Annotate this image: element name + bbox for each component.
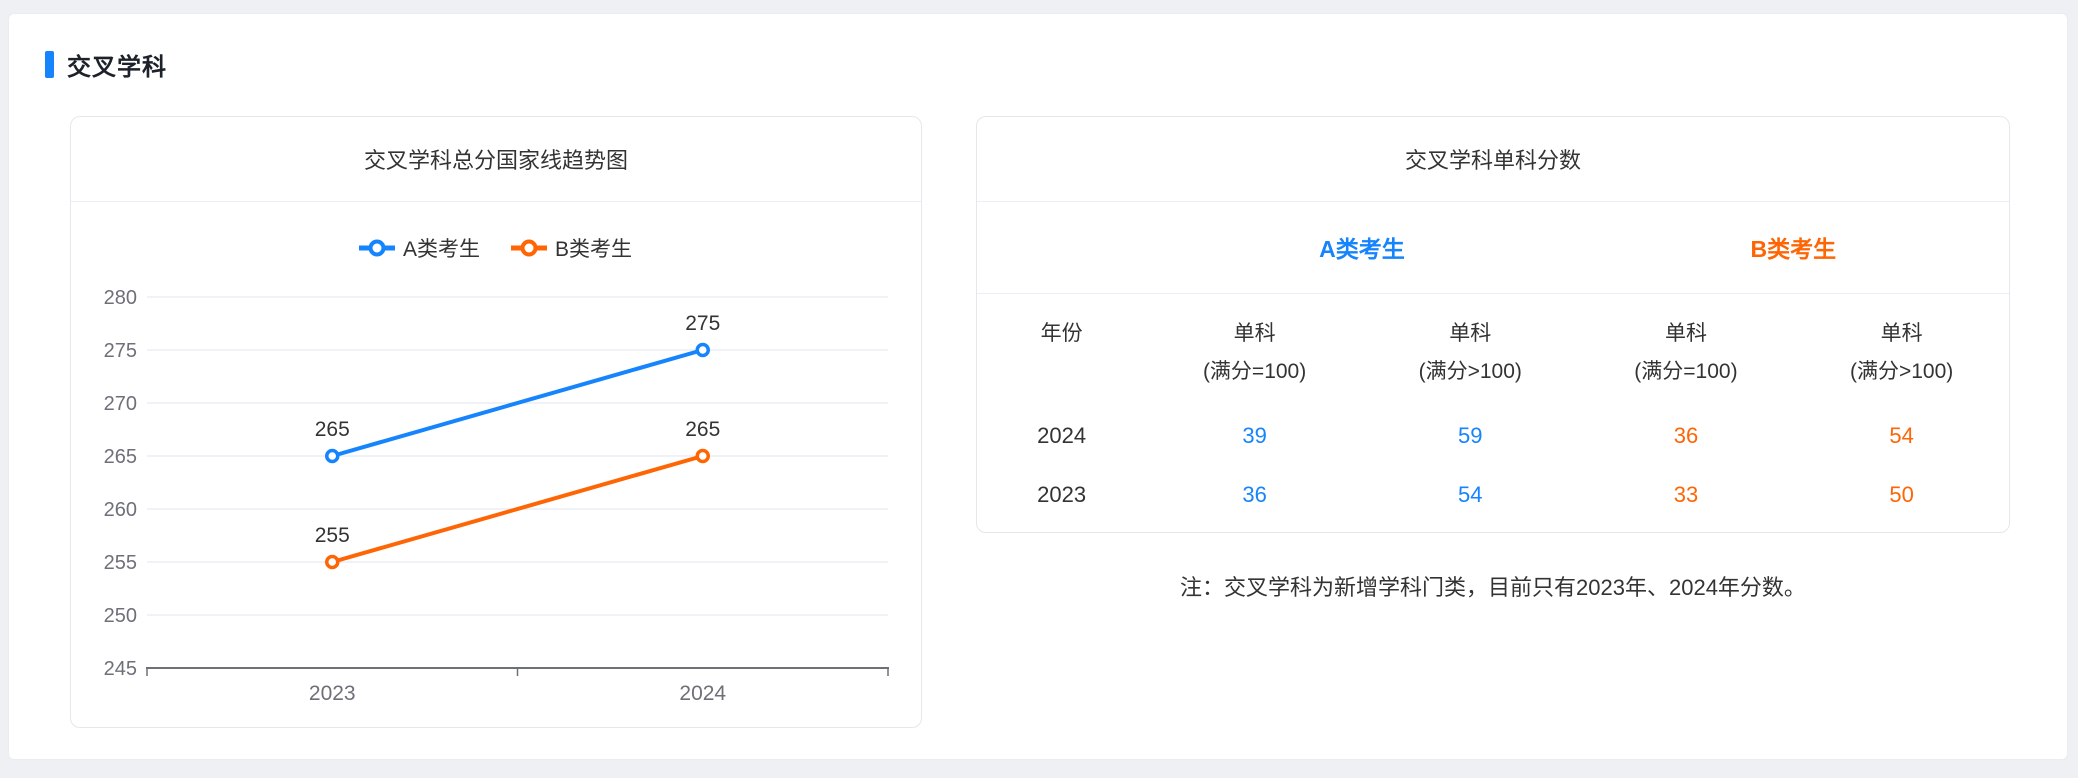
content-panel: 交叉学科 交叉学科总分国家线趋势图 A类考生 B类考生 245 250 255 260 26… xyxy=(8,13,2068,760)
group-header-spacer xyxy=(977,202,1147,294)
data-label-A类考生-2023: 265 xyxy=(315,418,350,441)
footnote: 注：交叉学科为新增学科门类，目前只有2023年、2024年分数。 xyxy=(1180,575,1806,600)
trend-chart-card: 交叉学科总分国家线趋势图 A类考生 B类考生 245 250 255 260 265 270 2… xyxy=(70,116,922,728)
data-label-B类考生-2024: 265 xyxy=(685,418,720,441)
data-point-B类考生-2024 xyxy=(695,448,710,464)
series-line-B类考生 xyxy=(330,454,705,564)
y-axis-label-280: 280 xyxy=(104,287,137,309)
legend-marker-circle-B类考生[interactable] xyxy=(520,239,538,257)
score-cell-2023-a1: 36 xyxy=(1242,481,1267,507)
score-cell-2023-a2: 54 xyxy=(1458,481,1483,507)
y-axis-label-260: 260 xyxy=(104,499,137,521)
data-label-B类考生-2023: 255 xyxy=(315,524,350,547)
y-axis-label-265: 265 xyxy=(104,446,137,468)
score-cell-2024-year: 2024 xyxy=(1037,422,1087,448)
x-axis-label-2023: 2023 xyxy=(309,682,356,705)
score-row-2024: 2024 39 59 36 54 xyxy=(977,406,2009,465)
score-cell-2024-b2: 54 xyxy=(1889,422,1914,448)
score-cell-2024-b1: 36 xyxy=(1673,422,1699,448)
trend-line-chart: A类考生 B类考生 245 250 255 260 265 270 275 280 2023 2024… xyxy=(71,202,921,727)
score-cell-2023-year: 2023 xyxy=(1037,481,1087,507)
y-axis-label-275: 275 xyxy=(104,340,137,362)
y-axis-label-250: 250 xyxy=(104,605,137,627)
group-header-b: B类考生 xyxy=(1577,202,2009,294)
data-label-A类考生-2024: 275 xyxy=(685,312,720,335)
score-cell-2023-b2: 50 xyxy=(1889,481,1914,507)
col-header-a2: 单科 (满分>100) xyxy=(1418,321,1522,383)
col-header-a1: 单科 (满分=100) xyxy=(1202,321,1307,383)
x-axis-label-2024: 2024 xyxy=(679,682,726,705)
scores-table: A类考生 B类考生 年份 单科 (满分=100) 单科 (满分>100) 单科 (满分… xyxy=(977,202,2009,524)
data-point-A类考生-2023 xyxy=(325,448,340,464)
section-accent-bar-icon xyxy=(45,51,54,78)
column-header-row: 年份 单科 (满分=100) 单科 (满分>100) 单科 (满分=100) 单科 (满… xyxy=(977,293,2009,406)
score-cell-2024-a2: 59 xyxy=(1458,422,1483,448)
y-axis-label-245: 245 xyxy=(104,658,137,680)
series-line-A类考生 xyxy=(330,348,705,458)
col-header-year: 年份 xyxy=(1040,321,1083,345)
col-header-b1: 单科 (满分=100) xyxy=(1634,321,1738,383)
score-cell-2024-a1: 39 xyxy=(1242,422,1267,448)
legend-marker-circle-A类考生[interactable] xyxy=(368,239,386,257)
data-point-B类考生-2023 xyxy=(325,554,340,570)
scores-table-title: 交叉学科单科分数 xyxy=(977,117,2009,202)
legend-label-B类考生[interactable]: B类考生 xyxy=(555,238,632,261)
section-title: 交叉学科 xyxy=(67,54,167,81)
trend-chart-title: 交叉学科总分国家线趋势图 xyxy=(71,117,921,202)
trend-line-chart-svg: A类考生 B类考生 245 250 255 260 265 270 275 280 2023 2024… xyxy=(104,238,889,705)
scores-table-card: 交叉学科单科分数 A类考生 B类考生 年份 单科 (满分=100) 单科 (满分>1… xyxy=(976,116,2010,533)
col-header-b2: 单科 (满分>100) xyxy=(1850,321,1954,383)
legend-label-A类考生[interactable]: A类考生 xyxy=(403,238,480,261)
score-cell-2023-b1: 33 xyxy=(1673,481,1699,507)
y-axis-label-270: 270 xyxy=(104,393,137,415)
section-header: 交叉学科 xyxy=(45,47,167,82)
group-header-a: A类考生 xyxy=(1146,202,1578,294)
y-axis-label-255: 255 xyxy=(104,552,137,574)
group-header-row: A类考生 B类考生 xyxy=(977,202,2009,294)
score-row-2023: 2023 36 54 33 50 xyxy=(977,465,2009,524)
data-point-A类考生-2024 xyxy=(695,342,710,358)
